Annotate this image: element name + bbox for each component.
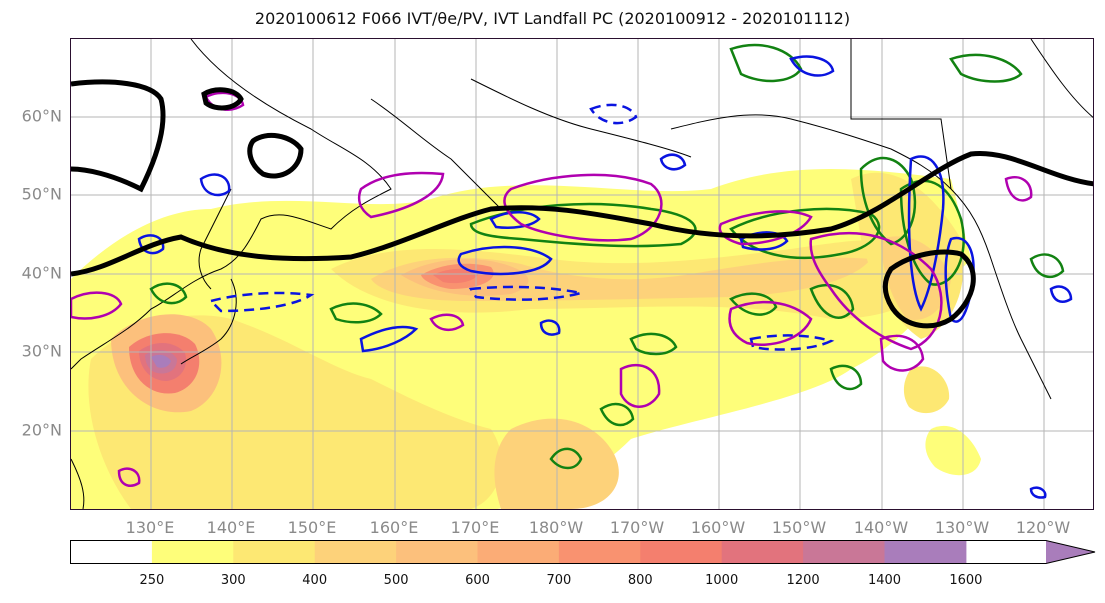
colorbar-cell	[803, 540, 885, 564]
colorbar-tick-label: 1600	[949, 573, 983, 588]
lon-label-150w: 150°W	[771, 518, 827, 537]
lon-label-150e: 150°E	[287, 518, 337, 537]
theta-e-contours	[149, 43, 1065, 470]
lon-label-160e: 160°E	[369, 518, 419, 537]
lat-label-50n: 50°N	[21, 184, 62, 204]
lon-label-140w: 140°W	[853, 518, 909, 537]
colorbar-tick-label: 1000	[705, 573, 739, 588]
colorbar-cell	[151, 540, 234, 564]
coastlines	[71, 39, 1093, 509]
ivt-pc-contours	[71, 79, 1093, 329]
colorbar-cell	[233, 540, 316, 564]
lon-label-140e: 140°E	[206, 518, 256, 537]
lon-label-160w: 160°W	[690, 518, 746, 537]
lon-label-130w: 130°W	[934, 518, 990, 537]
ivt-blob-south-300	[903, 366, 950, 414]
colorbar-extend-arrow	[1046, 540, 1095, 564]
colorbar-tick-label: 300	[220, 573, 246, 588]
lat-label-60n: 60°N	[21, 106, 62, 126]
colorbar-outline	[70, 540, 1096, 564]
colorbar-tick-label: 700	[546, 573, 572, 588]
map-canvas	[71, 39, 1093, 509]
lon-label-170e: 170°E	[450, 518, 500, 537]
lat-label-30n: 30°N	[21, 341, 62, 361]
colorbar-cell	[70, 540, 153, 564]
colorbar-cell	[558, 540, 641, 564]
colorbar-tick-label: 1400	[867, 573, 902, 588]
colorbar-tick-label: 500	[383, 573, 409, 588]
lon-label-170w: 170°W	[609, 518, 665, 537]
graticule	[71, 39, 1093, 509]
colorbar-cell	[721, 540, 804, 564]
colorbar-cell	[884, 540, 967, 564]
ivt-blob-southeast-300	[925, 425, 981, 476]
lon-label-120w: 120°W	[1015, 518, 1071, 537]
colorbar-cell	[477, 540, 560, 564]
ivt-blob-japan-1600	[151, 354, 171, 368]
ivt-blob-east-400	[881, 236, 951, 320]
lon-label-180w: 180°W	[528, 518, 584, 537]
map-title: 2020100612 F066 IVT/θe/PV, IVT Landfall …	[254, 9, 851, 28]
colorbar-cell	[640, 540, 723, 564]
colorbar-cell	[396, 540, 478, 564]
lat-label-20n: 20°N	[21, 420, 62, 440]
colorbar-tick-label: 600	[465, 573, 490, 588]
colorbar-tick-label: 400	[302, 573, 328, 588]
colorbar-tick-label: 250	[139, 573, 165, 588]
colorbar-cell	[314, 540, 397, 564]
lat-label-40n: 40°N	[21, 263, 62, 283]
ivt-shading	[71, 169, 981, 509]
colorbar-tick-label: 800	[627, 573, 653, 588]
lon-label-130e: 130°E	[125, 518, 175, 537]
colorbar-tick-label: 1200	[786, 573, 820, 588]
ivt-band-700	[433, 268, 479, 284]
map-panel	[70, 38, 1094, 510]
ivt-colorbar	[70, 540, 1096, 564]
